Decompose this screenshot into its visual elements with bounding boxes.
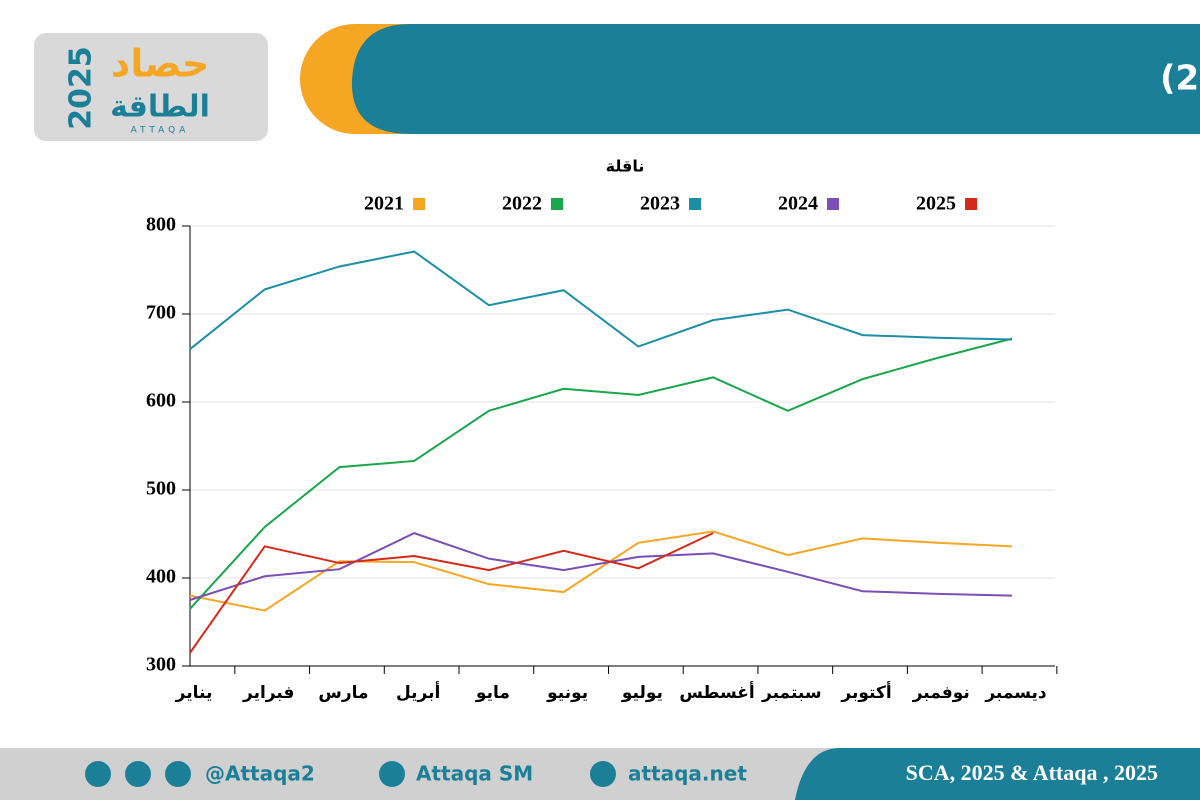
x-tick-label: أغسطس: [679, 681, 754, 703]
y-tick-label: 800: [146, 214, 176, 236]
youtube: Attaqa SM: [416, 762, 533, 786]
legend-label: 2024: [778, 193, 818, 215]
x-tick-label: أكتوبر: [840, 681, 891, 703]
y-tick-label: 500: [146, 478, 176, 500]
x-tick-label: فبراير: [242, 683, 294, 703]
x-tick-label: يناير: [175, 683, 213, 703]
series-line: [189, 337, 1013, 610]
x-icon: [85, 761, 111, 787]
youtube-icon: [379, 761, 405, 787]
legend-swatch: [551, 198, 563, 210]
plot: 300 400 500 600 700 800 يناير فبراير مارس أبريل ما…: [146, 193, 1058, 703]
x-tick-label: مارس: [318, 683, 368, 703]
y-tick-label: 700: [146, 302, 176, 324]
legend-label: 2025: [916, 193, 956, 215]
x-tick-label: مايو: [475, 683, 510, 703]
handle: @Attaqa2: [205, 762, 315, 786]
y-tick-label: 400: [146, 566, 176, 588]
x-tick-label: يونيو: [546, 683, 588, 703]
x-tick-label: سبتمبر: [761, 683, 822, 703]
legend-swatch: [689, 198, 701, 210]
logo-word: حصاد: [111, 42, 210, 86]
logo-latin: ATTAQA: [131, 126, 190, 136]
legend-swatch: [413, 198, 425, 210]
title: عدد ناقلات النفط العابرة لقناة السويس (2…: [1160, 59, 1200, 99]
legend-label: 2022: [502, 193, 542, 215]
source: SCA, 2025 & Attaqa , 2025: [906, 760, 1158, 785]
web-icon: [590, 761, 616, 787]
logo-year: 2025: [64, 46, 99, 130]
series-line: [189, 250, 1013, 350]
legend-swatch: [827, 198, 839, 210]
legend-label: 2021: [364, 193, 404, 215]
x-tick-label: ديسمبر: [984, 683, 1047, 703]
instagram-icon: [125, 761, 151, 787]
header-banner: [351, 24, 1200, 134]
legend-swatch: [965, 198, 977, 210]
x-tick-label: يوليو: [621, 683, 663, 703]
legend-label: 2023: [640, 193, 680, 215]
y-tick-label: 600: [146, 390, 176, 412]
y-axis-label: ناقلة: [606, 157, 645, 176]
series-line: [189, 532, 1013, 601]
x-tick-label: أبريل: [396, 681, 440, 703]
logo-name: الطاقة: [110, 90, 210, 125]
x-tick-label: نوفمبر: [912, 683, 970, 703]
facebook-icon: [165, 761, 191, 787]
footer-accent: [795, 748, 1200, 800]
series-line: [189, 532, 714, 654]
site: attaqa.net: [628, 762, 747, 786]
logo-box: [34, 33, 268, 141]
y-tick-label: 300: [146, 654, 176, 676]
